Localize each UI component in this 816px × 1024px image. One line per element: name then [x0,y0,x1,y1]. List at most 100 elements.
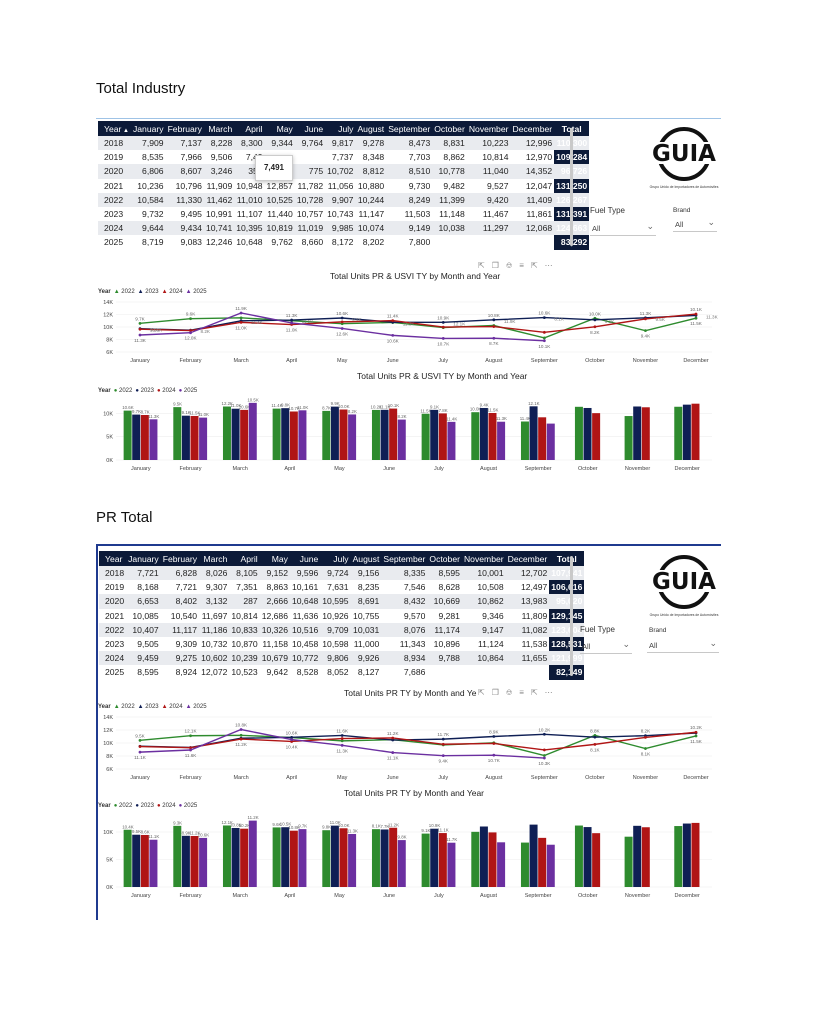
data-point[interactable] [542,748,546,752]
bar-2023[interactable] [330,406,339,460]
fuel-type-dropdown[interactable]: All ⌄ [590,220,656,236]
copy-icon[interactable]: ❐ [491,688,506,697]
bar-2024[interactable] [691,822,700,887]
bar-2022[interactable] [272,408,281,460]
legend-item-2025[interactable]: ● 2025 [179,803,198,809]
bar-2023[interactable] [281,408,290,460]
column-header-october[interactable]: October [427,551,462,566]
legend-item-2025[interactable]: ● 2025 [179,388,198,394]
bar-2025[interactable] [546,423,555,460]
bar-2023[interactable] [380,409,389,460]
bar-2024[interactable] [339,409,348,460]
legend-item-2024[interactable]: ● 2024 [157,388,176,394]
bar-2024[interactable] [240,409,249,460]
data-point[interactable] [239,733,243,737]
column-header-march[interactable]: March [203,121,235,136]
data-point[interactable] [542,756,546,760]
data-point[interactable] [492,318,496,322]
bar-2024[interactable] [389,827,398,887]
bar-2023[interactable] [231,408,240,460]
bar-2025[interactable] [348,833,357,887]
legend-item-2024[interactable]: ● 2024 [157,803,176,809]
bar-2024[interactable] [691,403,700,460]
column-header-july[interactable]: July [325,121,356,136]
bar-2023[interactable] [380,829,389,887]
bar-2022[interactable] [624,416,633,460]
column-header-year[interactable]: Year ▲ [98,121,131,136]
bar-2025[interactable] [199,417,208,460]
bar-2023[interactable] [633,825,642,887]
bar-2022[interactable] [322,410,331,460]
bar-2025[interactable] [248,820,257,887]
column-header-november[interactable]: November [466,121,511,136]
data-point[interactable] [239,316,243,320]
bar-2025[interactable] [298,410,307,460]
bar-2022[interactable] [674,826,683,887]
brand-dropdown[interactable]: All ⌄ [647,637,719,653]
bar-2022[interactable] [520,421,529,460]
bar-2024[interactable] [140,834,149,887]
bar-2022[interactable] [520,842,529,887]
data-point[interactable] [542,336,546,340]
bar-2022[interactable] [471,831,480,887]
bar-2025[interactable] [447,421,456,460]
data-point[interactable] [138,327,142,331]
data-point[interactable] [492,742,496,745]
focus-icon[interactable]: ⇱ [530,261,545,270]
pin-icon[interactable]: ⇱ [478,261,492,270]
bar-2023[interactable] [682,404,691,460]
bar-2023[interactable] [430,409,439,460]
data-point[interactable] [391,736,395,740]
data-point[interactable] [138,750,142,754]
data-point[interactable] [644,329,647,333]
data-point[interactable] [441,325,445,329]
bar-2025[interactable] [348,414,357,460]
data-point[interactable] [340,739,344,743]
column-header-april[interactable]: April [234,121,265,136]
table-scrollbar[interactable] [570,556,573,676]
bar-2022[interactable] [421,833,430,887]
data-point[interactable] [340,327,344,330]
bar-2025[interactable] [397,419,406,460]
data-point[interactable] [492,325,496,328]
bar-2023[interactable] [633,406,642,460]
column-header-april[interactable]: April [229,551,260,566]
bar-2022[interactable] [123,410,132,460]
bar-2025[interactable] [199,837,208,887]
column-header-august[interactable]: August [350,551,382,566]
data-point[interactable] [290,735,294,739]
bar-2023[interactable] [181,835,190,887]
data-point[interactable] [138,738,142,742]
bar-2023[interactable] [529,406,538,460]
data-point[interactable] [441,742,445,746]
bar-2023[interactable] [231,827,240,887]
column-header-total[interactable]: Total [549,551,585,566]
more-icon[interactable]: ⋯ [544,688,560,697]
bar-2022[interactable] [371,829,380,887]
data-point[interactable] [340,743,344,747]
series-line-2023[interactable] [139,732,697,749]
series-line-2024[interactable] [139,313,697,334]
data-point[interactable] [391,738,395,742]
column-header-may[interactable]: May [264,121,295,136]
column-header-february[interactable]: February [160,551,200,566]
data-point[interactable] [239,311,243,315]
bar-2023[interactable] [132,414,141,460]
focus-icon[interactable]: ⇱ [530,688,545,697]
data-point[interactable] [189,331,192,335]
bar-2025[interactable] [248,402,257,460]
data-point[interactable] [189,734,192,738]
data-point[interactable] [340,734,344,737]
bar-2024[interactable] [641,407,650,460]
bar-2025[interactable] [149,419,158,460]
copy-icon[interactable]: ❐ [491,261,506,270]
data-point[interactable] [441,337,445,340]
column-header-june[interactable]: June [294,121,326,136]
bar-2022[interactable] [421,413,430,460]
series-line-2024[interactable] [139,731,697,751]
bar-2025[interactable] [497,421,506,460]
data-point[interactable] [290,318,294,322]
data-point[interactable] [644,747,647,750]
legend-item-2023[interactable]: ● 2023 [135,388,154,394]
bar-2024[interactable] [140,414,149,460]
